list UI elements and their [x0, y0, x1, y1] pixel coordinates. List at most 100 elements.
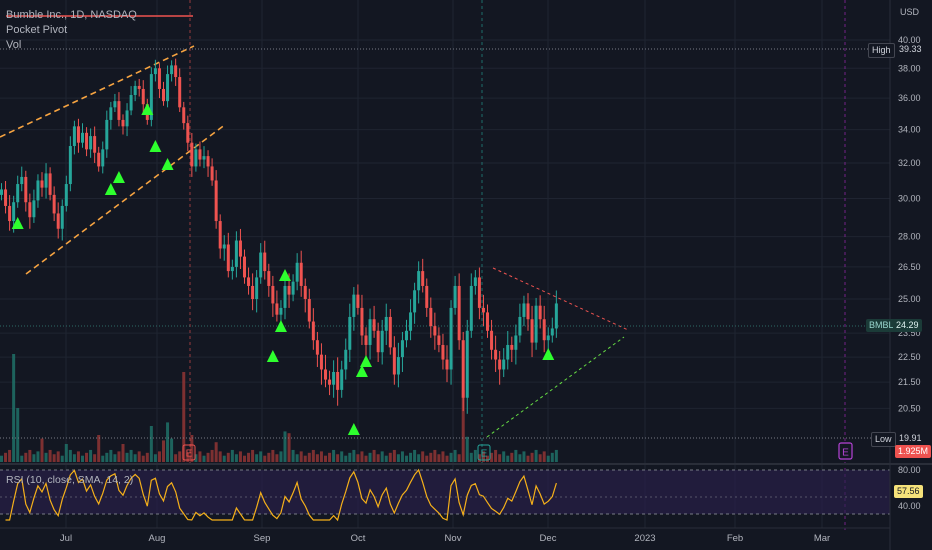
time-label-5: Dec — [540, 533, 557, 544]
candle-body-83 — [336, 371, 340, 390]
volume-bar-8 — [32, 454, 36, 462]
earnings-marker-aug[interactable]: E — [182, 444, 196, 461]
volume-bar-40 — [162, 440, 165, 462]
candle-body-41 — [166, 74, 170, 102]
candle-body-103 — [417, 271, 421, 291]
time-label-4: Nov — [445, 533, 462, 544]
candle-body-1 — [4, 189, 8, 206]
volume-bar-130 — [526, 455, 530, 462]
candle-body-28 — [113, 101, 117, 108]
volume-bar-35 — [141, 455, 145, 462]
channel-upper-line — [0, 45, 195, 138]
candle-body-115 — [465, 330, 469, 398]
candle-body-51 — [206, 156, 210, 167]
volume-value: 1.925M — [898, 446, 929, 456]
volume-bar-115 — [465, 436, 469, 462]
pocket-pivot-marker-4 — [149, 140, 162, 152]
volume-bar-60 — [243, 455, 246, 462]
price-tick-6: 28.00 — [898, 232, 921, 242]
candle-body-120 — [486, 312, 489, 331]
candle-body-74 — [299, 262, 303, 286]
volume-bar-131 — [530, 452, 534, 462]
volume-label[interactable]: Vol — [6, 39, 22, 51]
volume-bar-66 — [267, 452, 271, 462]
price-tick-11: 21.50 — [898, 377, 921, 387]
rsi-value-tag: 57.56 — [894, 485, 923, 498]
volume-bar-134 — [542, 451, 546, 462]
volume-bar-45 — [182, 372, 186, 462]
candle-body-88 — [356, 294, 360, 308]
volume-bar-90 — [364, 455, 368, 462]
candle-body-31 — [125, 110, 129, 127]
pocket-pivot-marker-11 — [360, 355, 372, 367]
triangle-upper-line — [492, 267, 629, 331]
time-axis[interactable]: Jul Aug Sep Oct Nov Dec 2023 Feb Mar — [60, 533, 830, 544]
volume-bar-102 — [413, 449, 417, 462]
price-tick-10: 22.50 — [898, 352, 921, 362]
candle-body-16 — [64, 184, 68, 206]
volume-bar-112 — [453, 449, 457, 462]
volume-bar-46 — [186, 452, 190, 462]
candle-body-94 — [380, 330, 384, 353]
price-tick-4: 32.00 — [898, 158, 921, 168]
candle-body-130 — [526, 303, 530, 320]
candle-body-11 — [44, 173, 48, 188]
candle-body-48 — [194, 149, 198, 167]
volume-bar-51 — [206, 452, 210, 462]
earnings-letter-aug: E — [186, 449, 193, 460]
rsi-pane — [0, 468, 890, 522]
volume-bar-37 — [149, 426, 153, 462]
candle-body-25 — [101, 149, 105, 167]
candle-body-71 — [287, 285, 291, 295]
volume-bar-105 — [425, 455, 429, 462]
candle-body-20 — [81, 132, 84, 143]
volume-bar-34 — [137, 451, 141, 462]
earnings-marker-future[interactable]: E — [838, 442, 853, 460]
volume-bar-106 — [429, 452, 433, 462]
volume-bar-92 — [372, 449, 376, 462]
candle-body-72 — [291, 281, 295, 295]
candle-body-19 — [76, 126, 80, 143]
volume-bar-133 — [538, 454, 542, 462]
candle-body-46 — [186, 123, 190, 143]
earnings-badge-future — [838, 442, 853, 460]
volume-bar-104 — [421, 451, 425, 462]
volume-bar-2 — [8, 449, 12, 462]
candle-body-53 — [214, 180, 218, 222]
candle-body-77 — [311, 321, 315, 341]
candle-body-27 — [109, 107, 113, 120]
volume-bar-23 — [93, 454, 97, 462]
volume-bar-30 — [121, 444, 125, 462]
candle-body-38 — [153, 68, 157, 75]
candle-body-102 — [413, 290, 417, 313]
volume-bar-19 — [76, 451, 80, 462]
candle-body-126 — [510, 344, 514, 350]
candle-body-137 — [554, 303, 558, 329]
volume-bar-88 — [356, 454, 360, 462]
candle-body-131 — [530, 319, 534, 343]
candle-body-136 — [550, 328, 554, 336]
volume-bar-135 — [546, 455, 550, 462]
candle-body-80 — [324, 369, 327, 380]
pocket-pivot-marker-9 — [347, 423, 360, 435]
last-price: 24.29 — [896, 320, 919, 330]
volume-bar-62 — [251, 449, 255, 462]
candle-body-92 — [372, 319, 376, 331]
candle-body-44 — [178, 77, 182, 108]
candle-body-100 — [405, 330, 408, 341]
volume-bar-15 — [60, 455, 64, 462]
indicator-label[interactable]: Pocket Pivot — [6, 24, 68, 36]
symbol-title[interactable]: Bumble Inc., 1D, NASDAQ — [6, 9, 137, 21]
candle-body-116 — [469, 285, 473, 331]
earnings-marker-nov[interactable]: E — [477, 444, 491, 461]
candle-body-12 — [48, 173, 52, 195]
volume-bar-55 — [222, 455, 226, 462]
volume-bar-3 — [12, 354, 16, 462]
candle-body-81 — [328, 379, 332, 385]
candle-body-30 — [121, 119, 125, 127]
candle-body-43 — [174, 65, 178, 78]
price-axis[interactable]: USD 40.00 38.00 36.00 34.00 32.00 30.00 28.00 26… — [898, 7, 921, 511]
volume-bar-56 — [226, 452, 230, 462]
rsi-legend[interactable]: RSI (10, close, SMA, 14, 2) — [6, 474, 134, 486]
